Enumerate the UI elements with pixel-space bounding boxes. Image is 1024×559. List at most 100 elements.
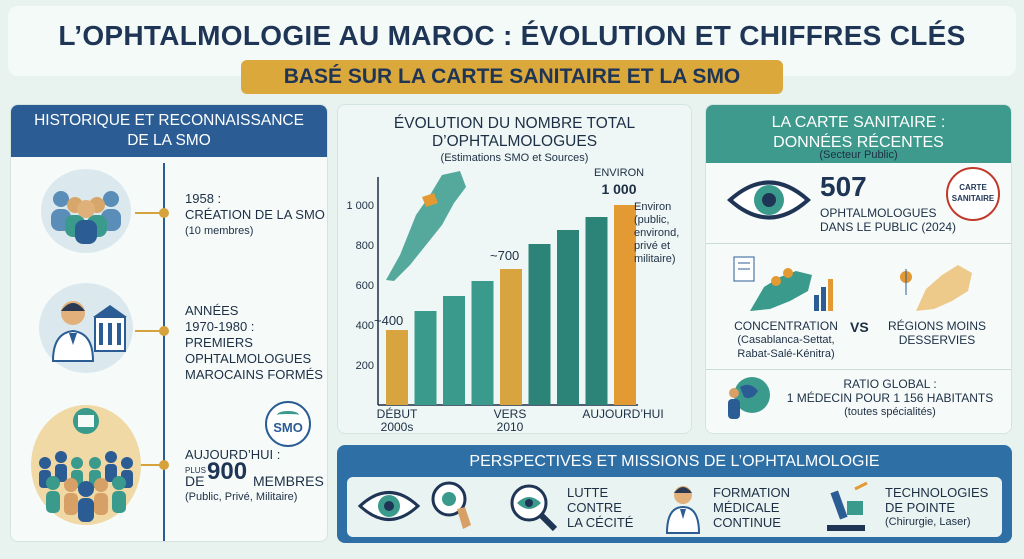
subtitle-banner: BASÉ SUR LA CARTE SANITAIRE ET LA SMO	[241, 60, 783, 94]
plus-label: PLUS	[185, 466, 206, 475]
carte-sector: (Secteur Public)	[819, 149, 898, 161]
history-title-line1: HISTORIQUE ET RECONNAISSANCE	[34, 112, 304, 129]
timeline-dot-1958	[159, 208, 169, 218]
logo-arc	[277, 411, 299, 419]
concentration-detail: (Casablanca-Settat,	[737, 334, 835, 346]
members-label: MEMBRES	[253, 473, 324, 489]
bar-6	[557, 230, 579, 405]
history-panel: HISTORIQUE ET RECONNAISSANCE DE LA SMO	[10, 104, 328, 542]
timeline-connector	[135, 464, 161, 466]
regions-line2: DESSERVIES	[898, 333, 976, 347]
note-line: militaire)	[634, 253, 676, 265]
mission-line: FORMATION	[713, 485, 791, 500]
label-env-line1: ENVIRON	[594, 167, 645, 179]
history-header: HISTORIQUE ET RECONNAISSANCE DE LA SMO	[11, 105, 327, 157]
mission-line: CONTINUE	[713, 515, 781, 530]
concentration-text: CONCENTRATION (Casablanca-Settat, Rabat-…	[716, 319, 856, 361]
evolution-title-line1: ÉVOLUTION DU NOMBRE TOTAL	[393, 115, 636, 132]
magnifier-eye-icon	[507, 481, 563, 535]
mission-line: TECHNOLOGIES	[885, 485, 989, 500]
members-count: 900	[207, 458, 248, 485]
region-highlight	[422, 193, 438, 207]
y-tick-label: 400	[356, 320, 374, 332]
concentration-map-icon	[730, 251, 840, 315]
timeline-line	[163, 163, 165, 541]
mission-technologies: TECHNOLOGIES DE POINTE (Chirurgie, Laser…	[885, 485, 1010, 530]
founders-group-icon	[41, 169, 131, 253]
public-count-label: OPHTALMOLOGUES DANS LE PUBLIC (2024)	[820, 206, 956, 234]
divider	[706, 369, 1011, 370]
vs-label: VS	[850, 319, 869, 335]
doctor-hospital-icon	[39, 283, 133, 373]
stamp-line1: CARTE	[959, 183, 987, 192]
ratio-line1: RATIO GLOBAL :	[843, 377, 937, 391]
note-line: (public,	[634, 214, 670, 226]
note-line: environd,	[634, 227, 680, 239]
x-label-line: 2010	[496, 420, 524, 434]
label-1000: ENVIRON 1 000	[594, 165, 644, 197]
event-1970: ANNÉES 1970-1980 : PREMIERS OPHTALMOLOGU…	[185, 303, 323, 383]
mission-line: MÉDICALE	[713, 500, 780, 515]
divider	[706, 243, 1011, 244]
page-title: L’OPHTALMOLOGIE AU MAROC : ÉVOLUTION ET …	[58, 20, 966, 51]
members-crowd-icon	[31, 405, 141, 525]
evolution-title: ÉVOLUTION DU NOMBRE TOTAL D’OPHTALMOLOGU…	[338, 115, 691, 165]
ratio-text: RATIO GLOBAL : 1 MÉDECIN POUR 1 156 HABI…	[772, 377, 1008, 419]
event-1958: 1958 : CRÉATION DE LA SMO (10 membres)	[185, 191, 325, 239]
timeline-dot-1970	[159, 326, 169, 336]
eye-icon	[726, 171, 812, 229]
mission-line: (Chirurgie, Laser)	[885, 516, 971, 528]
mission-line: LA CÉCITÉ	[567, 515, 634, 530]
x-label-line: DÉBUT	[376, 407, 418, 421]
x-label-line: AUJOURD’HUI	[582, 407, 664, 421]
x-label-line: 2000s	[380, 420, 414, 434]
event-detail: (Public, Privé, Militaire)	[185, 491, 298, 503]
bar-5	[528, 244, 551, 405]
bar-1	[414, 311, 437, 405]
regions-map-icon	[898, 255, 978, 315]
count-label-line2: DANS LE PUBLIC (2024)	[820, 220, 957, 234]
eye-exam-icon	[427, 479, 477, 535]
event-detail: (10 membres)	[185, 225, 254, 237]
doctor-icon	[663, 481, 703, 535]
carte-panel: LA CARTE SANITAIRE : DONNÉES RÉCENTES (S…	[705, 104, 1012, 434]
count-label-line1: OPHTALMOLOGUES	[820, 206, 937, 220]
evolution-panel: ÉVOLUTION DU NOMBRE TOTAL D’OPHTALMOLOGU…	[337, 104, 692, 434]
x-label-line: VERS	[493, 407, 527, 421]
concentration-detail: Rabat-Salé-Kénitra)	[737, 348, 835, 360]
x-label-today: AUJOURD’HUI	[578, 408, 668, 421]
event-line: MAROCAINS FORMÉS	[185, 367, 323, 382]
mission-cecite: LUTTE CONTRE LA CÉCITÉ	[567, 485, 633, 530]
event-line: PREMIERS	[185, 335, 253, 350]
ratio-line2: 1 MÉDECIN POUR 1 156 HABITANTS	[786, 391, 994, 405]
ratio-line3: (toutes spécialités)	[844, 406, 936, 418]
event-line: OPHTALMOLOGUES	[185, 351, 312, 366]
carte-title-line1: LA CARTE SANITAIRE :	[771, 114, 946, 131]
regions-line1: RÉGIONS MOINS	[887, 319, 986, 333]
mission-line: CONTRE	[567, 500, 622, 515]
microscope-icon	[821, 481, 871, 535]
note-line: privé et	[634, 240, 671, 252]
y-tick-label: 800	[356, 240, 374, 252]
carte-header: LA CARTE SANITAIRE : DONNÉES RÉCENTES	[706, 105, 1011, 163]
bar-4	[500, 269, 522, 405]
x-label-2010: VERS 2010	[485, 408, 535, 434]
carte-title-line2: DONNÉES RÉCENTES	[773, 134, 944, 151]
mission-formation: FORMATION MÉDICALE CONTINUE	[713, 485, 790, 530]
globe-person-icon	[722, 373, 772, 423]
timeline-connector	[135, 212, 161, 214]
y-tick-label: 600	[356, 280, 374, 292]
evolution-title-line2: D’OPHTALMOLOGUES	[431, 133, 598, 150]
y-tick-label: 1 000	[346, 200, 374, 212]
mission-line: DE POINTE	[885, 500, 956, 515]
perspectives-panel: PERSPECTIVES ET MISSIONS DE L’OPHTALMOLO…	[337, 445, 1012, 543]
bar-2	[443, 296, 465, 405]
carte-sanitaire-stamp: CARTE SANITAIRE	[946, 167, 1000, 221]
bar-8	[614, 205, 636, 405]
smo-logo: SMO	[265, 401, 311, 447]
concentration-title: CONCENTRATION	[734, 319, 838, 333]
label-env-line2: 1 000	[601, 181, 637, 197]
de-label: DE	[185, 473, 205, 489]
event-line: ANNÉES	[185, 303, 239, 318]
timeline-dot-today	[159, 460, 169, 470]
